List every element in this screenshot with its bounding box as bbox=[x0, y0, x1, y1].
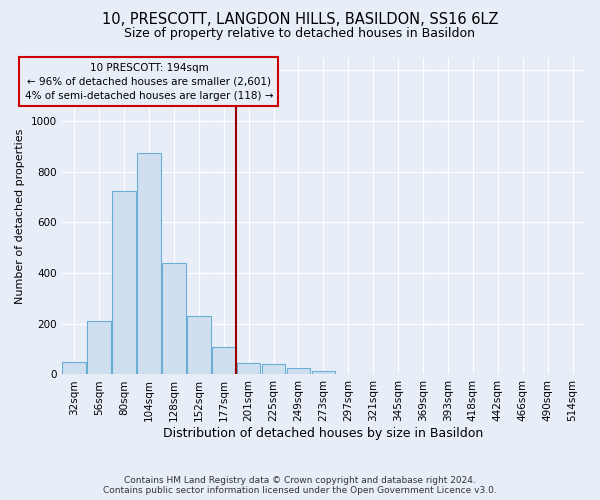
Text: 10, PRESCOTT, LANGDON HILLS, BASILDON, SS16 6LZ: 10, PRESCOTT, LANGDON HILLS, BASILDON, S… bbox=[102, 12, 498, 28]
Text: Size of property relative to detached houses in Basildon: Size of property relative to detached ho… bbox=[125, 28, 476, 40]
Bar bbox=[87, 321, 111, 374]
Text: 10 PRESCOTT: 194sqm
← 96% of detached houses are smaller (2,601)
4% of semi-deta: 10 PRESCOTT: 194sqm ← 96% of detached ho… bbox=[25, 62, 273, 100]
Text: Contains HM Land Registry data © Crown copyright and database right 2024.
Contai: Contains HM Land Registry data © Crown c… bbox=[103, 476, 497, 495]
X-axis label: Distribution of detached houses by size in Basildon: Distribution of detached houses by size … bbox=[163, 427, 484, 440]
Bar bbox=[237, 363, 260, 374]
Bar bbox=[287, 368, 310, 374]
Bar bbox=[311, 370, 335, 374]
Bar bbox=[137, 152, 161, 374]
Y-axis label: Number of detached properties: Number of detached properties bbox=[15, 128, 25, 304]
Bar bbox=[162, 263, 186, 374]
Bar bbox=[212, 346, 236, 374]
Bar bbox=[62, 362, 86, 374]
Bar bbox=[187, 316, 211, 374]
Bar bbox=[262, 364, 286, 374]
Bar bbox=[112, 190, 136, 374]
